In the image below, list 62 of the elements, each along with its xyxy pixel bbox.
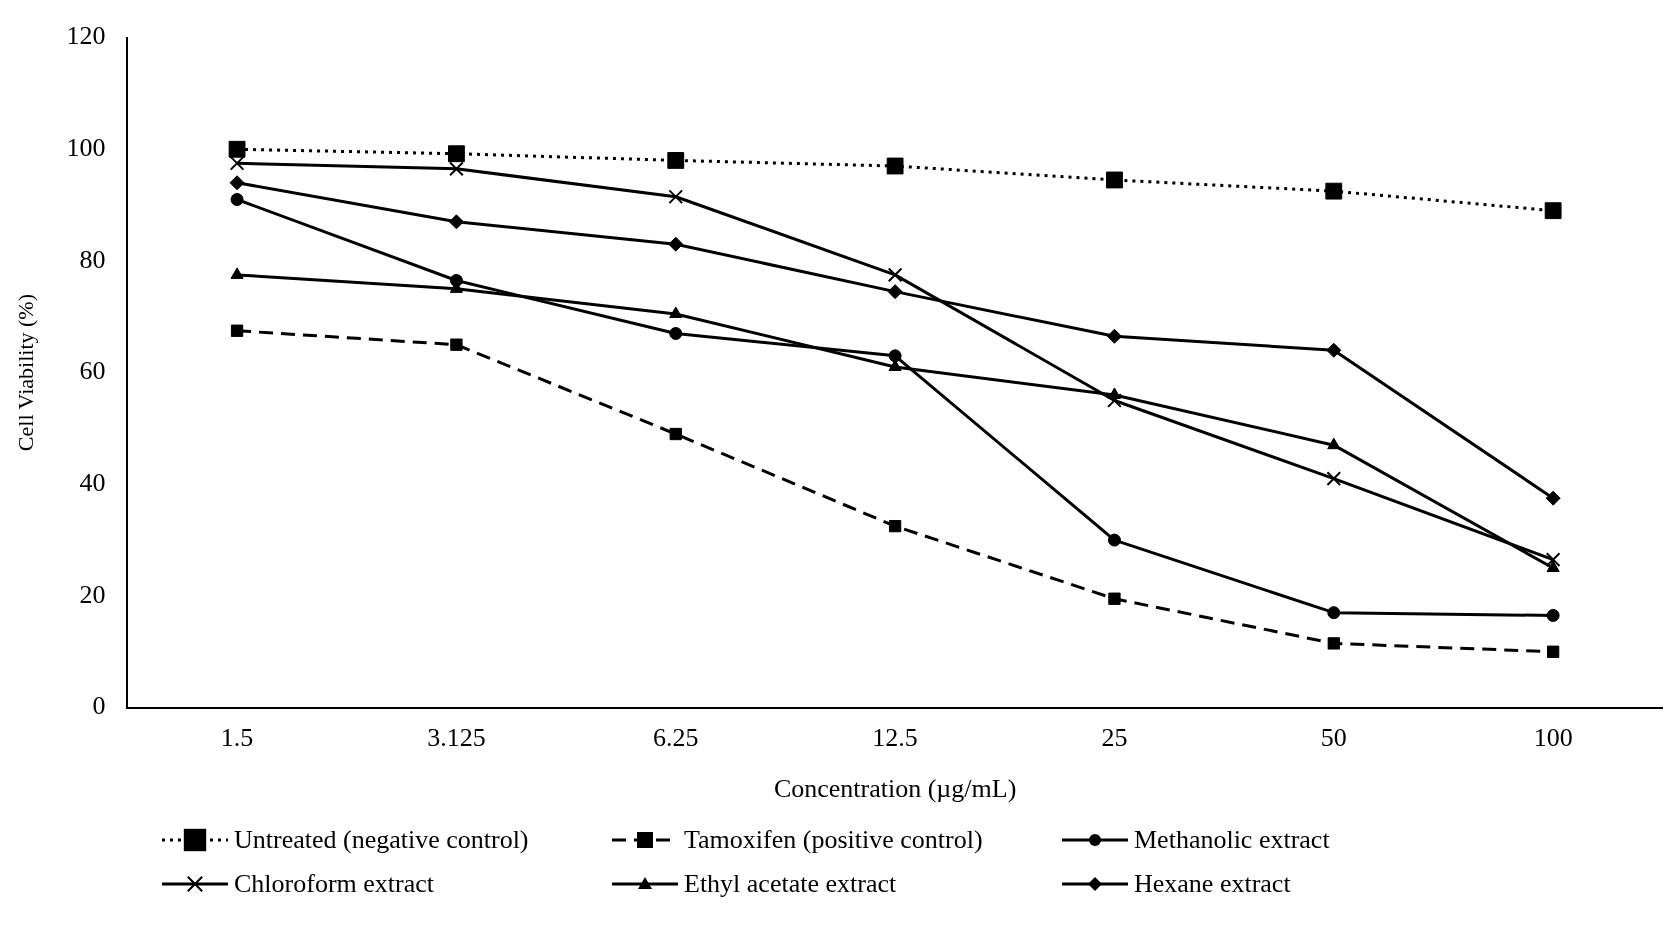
point	[1108, 592, 1121, 605]
point	[230, 193, 244, 207]
point	[450, 338, 463, 351]
point	[1546, 560, 1560, 573]
point	[1106, 171, 1123, 189]
x-tick-label: 3.125	[427, 723, 486, 753]
x-axis-title: Concentration (µg/mL)	[773, 774, 1017, 804]
x-tick-label: 50	[1320, 723, 1347, 753]
point	[1107, 393, 1122, 408]
point	[448, 145, 465, 163]
point	[888, 349, 902, 363]
point	[1326, 342, 1342, 358]
x-tick-label: 1.5	[220, 723, 254, 753]
legend-label: Hexane extract	[1134, 869, 1291, 899]
point	[668, 189, 684, 205]
y-tick-label: 100	[66, 133, 106, 163]
point	[1106, 328, 1122, 344]
point	[1327, 606, 1341, 620]
point	[229, 155, 245, 171]
point	[887, 267, 903, 283]
y-tick-label: 60	[79, 356, 106, 386]
point	[1546, 608, 1560, 622]
legend-label: Ethyl acetate extract	[684, 869, 897, 899]
point	[669, 306, 683, 318]
legend-label: Methanolic extract	[1134, 825, 1330, 855]
point	[1327, 437, 1341, 450]
point	[449, 161, 464, 177]
point	[1545, 490, 1561, 506]
point	[667, 152, 685, 169]
x-tick-label: 6.25	[653, 723, 699, 753]
x-tick-label: 100	[1533, 723, 1573, 753]
point	[230, 324, 244, 337]
y-tick-label: 80	[79, 244, 106, 274]
y-axis-title: Cell Viability (%)	[12, 294, 38, 452]
legend-label: Tamoxifen (positive control)	[684, 825, 983, 855]
point	[669, 327, 683, 341]
point	[669, 427, 682, 441]
y-tick-label: 20	[79, 579, 106, 609]
point	[886, 157, 904, 175]
y-tick-label: 40	[79, 468, 106, 498]
legend-label: Chloroform extract	[234, 869, 434, 899]
point	[1546, 645, 1560, 658]
y-tick-label: 120	[66, 21, 106, 51]
point	[1544, 202, 1562, 220]
point	[888, 359, 902, 372]
point	[1325, 182, 1343, 200]
point	[449, 273, 463, 287]
x-tick-label: 12.5	[872, 723, 918, 753]
point	[448, 214, 464, 230]
point	[228, 140, 246, 158]
point	[668, 236, 684, 252]
point	[1326, 471, 1342, 487]
point	[888, 519, 902, 533]
point	[1327, 637, 1340, 650]
point	[1545, 552, 1561, 568]
x-tick-label: 25	[1101, 723, 1128, 753]
legend-label: Untreated (negative control)	[234, 825, 529, 855]
point	[229, 175, 245, 191]
point	[1107, 533, 1121, 547]
y-tick-label: 0	[92, 691, 106, 721]
point	[230, 267, 244, 279]
point	[887, 284, 903, 300]
